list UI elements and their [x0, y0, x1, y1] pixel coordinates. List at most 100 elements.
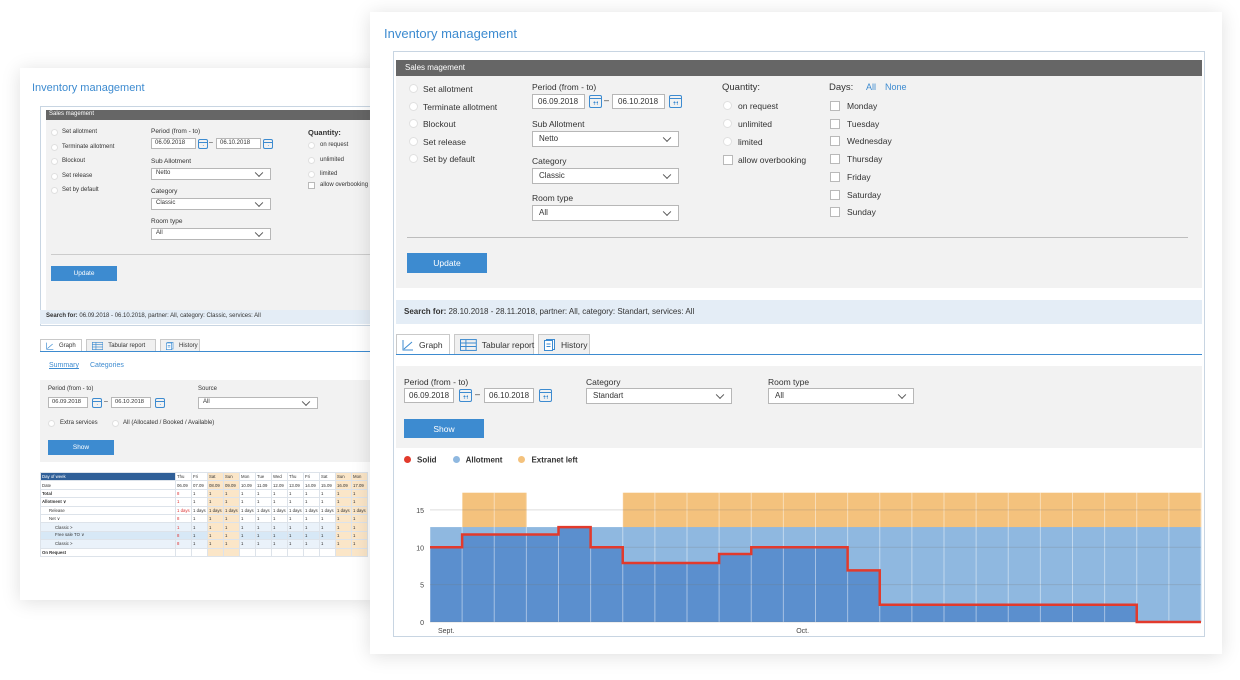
calendar-icon[interactable]	[198, 139, 208, 149]
action-radio-set-allotment[interactable]	[409, 84, 418, 93]
graph-room-type-select[interactable]: All	[768, 388, 914, 404]
category-select[interactable]: Classic	[151, 198, 271, 210]
table-cell: 1	[303, 539, 320, 549]
table-cell	[175, 547, 192, 557]
day-checkbox-friday[interactable]	[830, 171, 840, 182]
solid-area-bar	[1040, 604, 1073, 622]
day-checkbox-thursday[interactable]	[830, 154, 840, 165]
quantity-radio-on-request[interactable]	[723, 101, 732, 110]
sub-allotment-select[interactable]: Netto	[151, 168, 271, 180]
graph-period-to-input[interactable]: 06.10.2018	[484, 388, 534, 403]
day-checkbox-sunday[interactable]	[830, 207, 840, 218]
solid-area-bar	[654, 562, 688, 622]
show-button[interactable]: Show	[48, 440, 114, 455]
table-cell: 1 days	[223, 505, 240, 515]
calendar-icon[interactable]	[92, 398, 102, 408]
days-none-link[interactable]: None	[885, 82, 907, 92]
tab-tabular-report[interactable]: Tabular report	[454, 334, 534, 354]
action-label: Set by default	[62, 187, 99, 193]
period-to-input[interactable]: 06.10.2018	[612, 94, 665, 109]
day-checkbox-monday[interactable]	[830, 101, 840, 111]
allow-overbooking-checkbox[interactable]	[308, 182, 315, 189]
summary-link[interactable]: Summary	[49, 362, 79, 369]
table-cell	[303, 547, 320, 557]
search-summary: Search for: 06.09.2018 - 06.10.2018, par…	[40, 310, 378, 324]
table-row: Allotment ∨ 1 1 1 1 1 1 1 1 1 1 1 1	[40, 497, 368, 507]
period-from-input[interactable]: 06.09.2018	[48, 397, 88, 408]
period-from-input[interactable]: 06.09.2018	[532, 94, 585, 109]
table-cell: 1	[303, 488, 320, 499]
table-cell: 1	[191, 513, 208, 524]
action-radio-terminate-allotment[interactable]	[409, 101, 418, 111]
all-option-radio[interactable]	[112, 420, 119, 427]
action-radio-blockout[interactable]	[409, 119, 418, 128]
action-label: Set release	[423, 136, 466, 147]
update-button[interactable]: Update	[407, 253, 487, 273]
action-radio-blockout[interactable]	[51, 158, 58, 165]
tab-history[interactable]: History	[160, 339, 200, 352]
quantity-radio-unlimited[interactable]	[723, 119, 732, 128]
quantity-label: on request	[320, 142, 349, 148]
chart-legend: Solid Allotment Extranet left	[404, 455, 594, 469]
action-radio-set-release[interactable]	[409, 136, 418, 146]
day-checkbox-tuesday[interactable]	[830, 118, 840, 129]
calendar-icon[interactable]	[155, 398, 165, 408]
solid-area-bar	[751, 547, 784, 622]
period-from-input[interactable]: 06.09.2018	[151, 138, 196, 149]
sales-management-panel: Set allotment Terminate allotment Blockout…	[396, 76, 1202, 288]
table-cell: 1	[303, 497, 320, 507]
quantity-radio-unlimited[interactable]	[308, 156, 315, 164]
action-radio-terminate-allotment[interactable]	[51, 143, 58, 151]
day-label: Tuesday	[847, 118, 880, 129]
tab-graph[interactable]: Graph	[396, 334, 450, 354]
action-radio-set-by-default[interactable]	[409, 154, 418, 163]
table-cell: 1	[271, 539, 288, 549]
calendar-icon[interactable]	[263, 139, 273, 149]
table-cell: 09.09	[223, 480, 240, 490]
calendar-icon[interactable]	[459, 389, 472, 402]
page-title: Inventory management	[32, 82, 145, 94]
table-cell: 1	[175, 522, 192, 532]
show-button[interactable]: Show	[404, 419, 484, 438]
action-radio-set-allotment[interactable]	[51, 129, 58, 136]
calendar-icon[interactable]	[669, 95, 682, 108]
extra-services-radio[interactable]	[48, 420, 55, 427]
period-to-input[interactable]: 06.10.2018	[111, 397, 151, 408]
calendar-icon[interactable]	[539, 389, 552, 402]
day-checkbox-wednesday[interactable]	[830, 136, 840, 147]
update-button[interactable]: Update	[51, 266, 117, 281]
quantity-radio-on-request[interactable]	[308, 142, 315, 149]
solid-area-bar	[783, 547, 816, 622]
table-cell	[207, 547, 224, 557]
table-cell: 1	[223, 488, 240, 499]
tab-tabular-report[interactable]: Tabular report	[86, 339, 156, 352]
table-cell: 1	[351, 530, 368, 541]
table-cell	[239, 547, 256, 557]
action-radio-set-release[interactable]	[51, 172, 58, 180]
categories-link[interactable]: Categories	[90, 362, 124, 369]
quantity-radio-limited[interactable]	[308, 171, 315, 178]
room-type-select[interactable]: All	[151, 228, 271, 240]
table-cell: 1	[255, 488, 272, 499]
calendar-icon[interactable]	[589, 95, 602, 108]
day-label: Friday	[847, 171, 871, 182]
tab-graph[interactable]: Graph	[40, 339, 82, 352]
action-radio-set-by-default[interactable]	[51, 187, 58, 194]
graph-period-from-input[interactable]: 06.09.2018	[404, 388, 454, 403]
table-header-cell: Mon	[239, 472, 256, 482]
category-select[interactable]: Classic	[532, 168, 679, 184]
sub-allotment-select[interactable]: Netto	[532, 131, 679, 147]
source-select[interactable]: All	[198, 397, 318, 409]
room-type-select[interactable]: All	[532, 205, 679, 221]
period-to-input[interactable]: 06.10.2018	[216, 138, 261, 149]
tab-history[interactable]: History	[538, 334, 590, 354]
allow-overbooking-checkbox[interactable]	[723, 155, 733, 165]
table-cell: 16.09	[335, 480, 352, 490]
day-label: Sunday	[847, 207, 876, 218]
table-cell: 1 days	[271, 505, 288, 515]
day-label: Monday	[847, 101, 878, 111]
days-all-link[interactable]: All	[866, 82, 877, 92]
day-checkbox-saturday[interactable]	[830, 189, 840, 200]
graph-category-select[interactable]: Standart	[586, 388, 732, 404]
quantity-radio-limited[interactable]	[723, 137, 732, 146]
